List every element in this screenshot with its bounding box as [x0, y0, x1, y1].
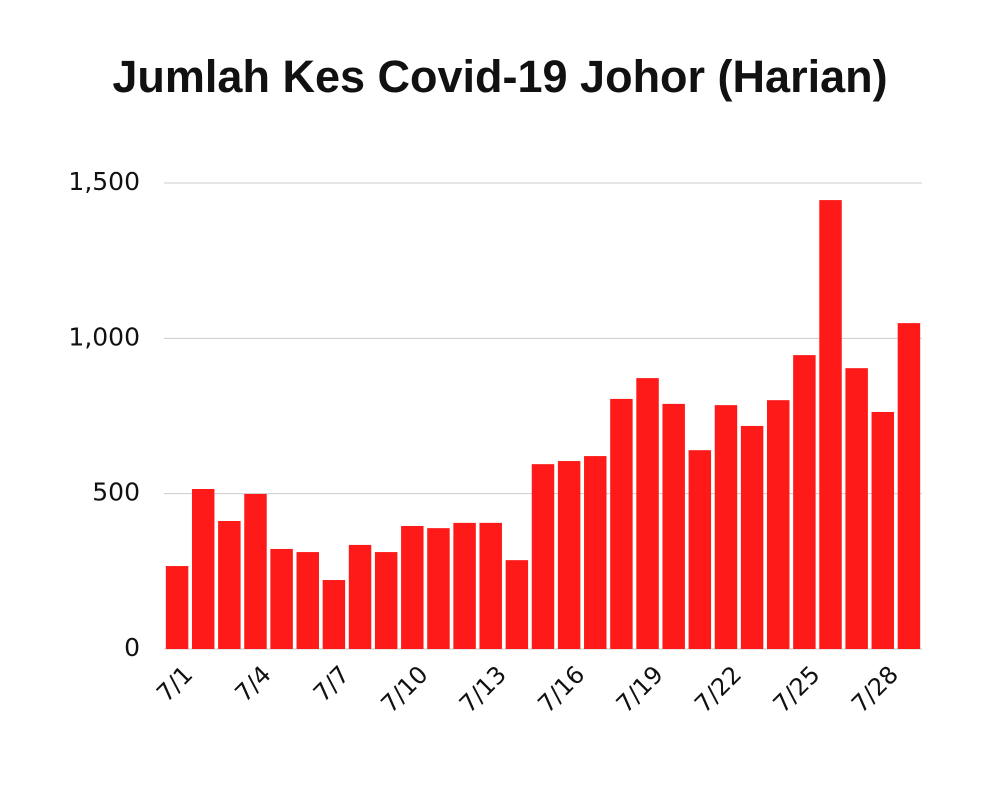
bar: [688, 450, 712, 649]
bar: [871, 411, 895, 649]
bar: [348, 544, 372, 649]
y-tick-label: 1,500: [68, 167, 140, 196]
bar: [767, 400, 790, 649]
bar: [819, 200, 842, 649]
bar: [740, 425, 764, 649]
x-tick-label: 7/22: [689, 660, 747, 718]
x-tick-label: 7/25: [768, 660, 826, 718]
x-tick-label: 7/19: [611, 660, 669, 718]
x-tick-label: 7/16: [532, 660, 590, 718]
bar: [270, 548, 293, 649]
bar: [453, 522, 476, 649]
bar: [714, 405, 738, 649]
bar: [505, 560, 529, 649]
bar: [531, 464, 555, 649]
bar: [584, 456, 607, 649]
y-tick-label: 1,000: [68, 322, 140, 351]
x-tick-label: 7/28: [846, 660, 904, 718]
bar: [897, 323, 921, 649]
bar: [218, 521, 241, 649]
bar: [479, 522, 502, 649]
x-tick-label: 7/10: [376, 660, 434, 718]
x-tick-label: 7/13: [454, 660, 512, 718]
bar: [165, 566, 189, 649]
bar: [557, 461, 581, 649]
chart-title: Jumlah Kes Covid-19 Johor (Harian): [112, 51, 887, 102]
bar: [322, 580, 346, 649]
x-tick-label: 7/7: [308, 660, 355, 707]
bar: [662, 403, 685, 649]
y-tick-label: 0: [124, 633, 140, 662]
bar: [244, 493, 267, 649]
bar: [793, 355, 816, 649]
bar: [845, 368, 868, 649]
bar: [374, 552, 398, 649]
bar: [636, 378, 659, 649]
y-tick-label: 500: [92, 478, 140, 507]
x-tick-label: 7/1: [151, 660, 198, 707]
bar: [296, 552, 319, 649]
bar: [427, 528, 450, 649]
bar: [610, 398, 633, 649]
bar: [401, 525, 424, 649]
x-tick-label: 7/4: [230, 660, 277, 707]
bar: [191, 489, 215, 649]
